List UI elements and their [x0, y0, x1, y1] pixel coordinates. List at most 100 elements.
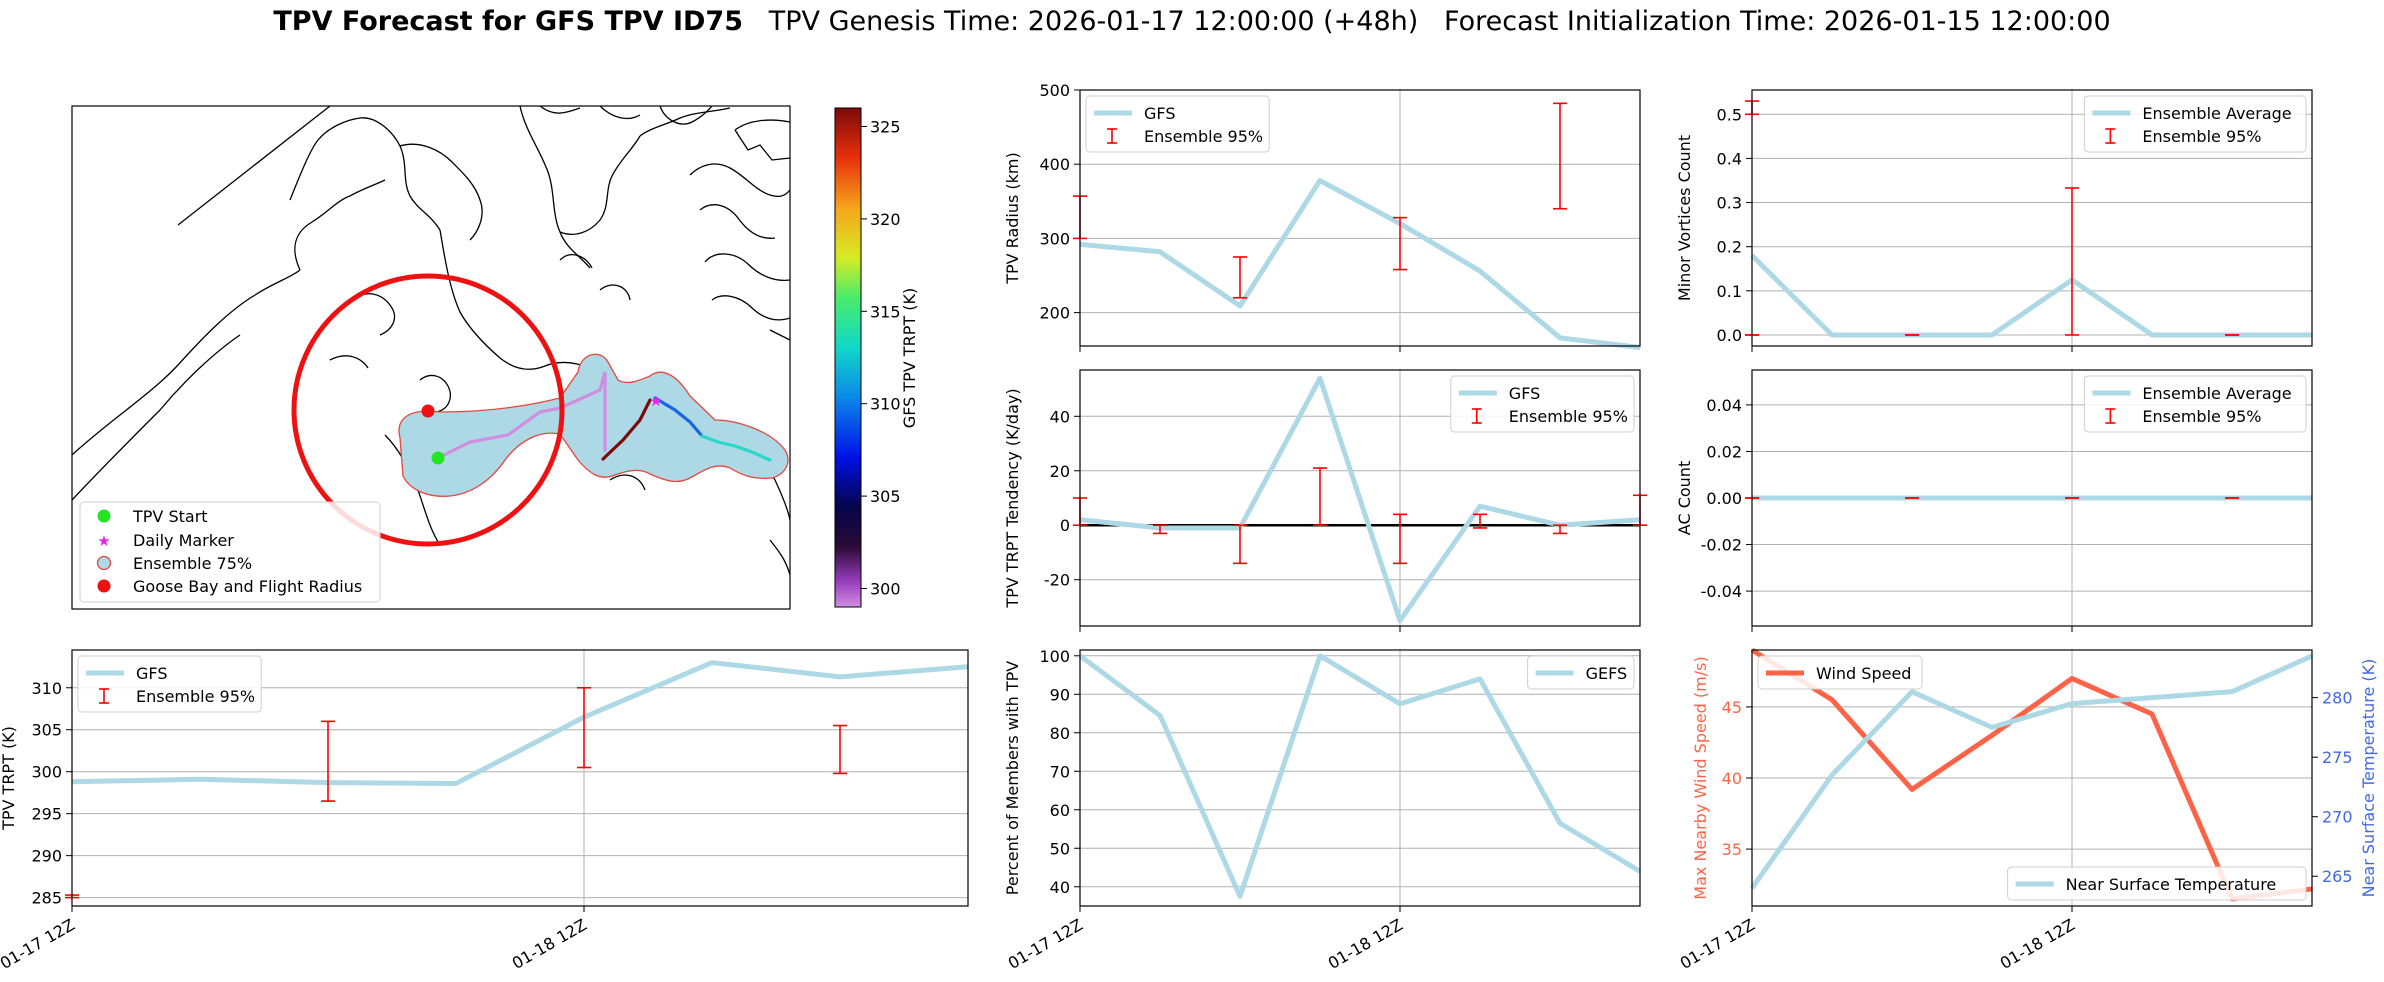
- data-point: [711, 661, 713, 664]
- y-tick-label: 0.2: [1717, 238, 1742, 257]
- chart-legend-box: [1757, 655, 1923, 690]
- data-point: [1239, 305, 1241, 307]
- chart-legend-box: [2083, 95, 2307, 153]
- series-line: [1079, 178, 1641, 350]
- data-point: [1479, 678, 1481, 680]
- data-point: [1399, 619, 1401, 622]
- data-point: [1991, 726, 1993, 729]
- y-tick-label: 285: [31, 889, 62, 908]
- data-point: [1559, 822, 1561, 825]
- y-tick-label: 0.1: [1717, 282, 1742, 301]
- data-point: [2151, 334, 2153, 336]
- plot-frame: [1079, 649, 1641, 907]
- chart-legend-box: [1085, 95, 1270, 153]
- colorbar-gradient: [834, 107, 862, 608]
- tpv-start-marker: [431, 451, 445, 465]
- legend-daily-icon: ★: [97, 532, 110, 550]
- legend-label: GEFS: [1586, 664, 1628, 683]
- x-tick-label: 01-17 12Z: [1677, 915, 1758, 973]
- y-right-axis-label: Near Surface Temperature (K): [2359, 659, 2378, 898]
- data-point: [1239, 895, 1241, 898]
- plot-frame: [1079, 369, 1641, 627]
- series-line: [1078, 653, 1642, 899]
- y-tick-label: 295: [31, 805, 62, 824]
- y-tick-label: 200: [1039, 304, 1070, 323]
- y-tick-label: 305: [31, 721, 62, 740]
- chart-legend-box: [77, 655, 262, 713]
- data-point: [1991, 334, 1993, 336]
- chart-legend: Near Surface Temperature: [2007, 866, 2307, 901]
- y-axis-label: Percent of Members with TPV: [1003, 661, 1022, 895]
- ac-count-panel: -0.04 -0.02 0.00 0.02 0.04 AC Count Ensemble A…: [1675, 369, 2313, 632]
- data-point: [1831, 774, 1833, 776]
- x-tick-label: 01-18 12Z: [1997, 915, 2078, 973]
- data-point: [1319, 654, 1321, 657]
- x-tick-label: 01-18 12Z: [509, 915, 590, 973]
- y-right-tick-label: 265: [2322, 867, 2353, 886]
- map-frame: [71, 105, 791, 610]
- y-tick-label: 310: [31, 679, 62, 698]
- data-point: [1159, 714, 1161, 717]
- data-point: [1639, 346, 1641, 349]
- y-tick-label: -0.02: [1701, 536, 1742, 555]
- data-point: [1991, 734, 1993, 737]
- chart-legend-box: [2083, 375, 2307, 433]
- y-right-tick-label: 270: [2322, 808, 2353, 827]
- data-point: [2151, 696, 2153, 699]
- members-panel: 40 50 60 70 80 90 100 01-17 12Z 01-18 12Z Percent…: [1003, 647, 1642, 973]
- minor-vortices-panel: 0.0 0.1 0.2 0.3 0.4 0.5 Minor Vortices Count En…: [1675, 89, 2313, 352]
- data-point: [455, 782, 457, 785]
- legend-label: Wind Speed: [1816, 664, 1911, 683]
- y-tick-label: 35: [1722, 840, 1742, 859]
- series-line: [1750, 253, 2312, 338]
- data-point: [1479, 270, 1481, 272]
- y-right-tick-label: 280: [2322, 689, 2353, 708]
- y-tick-label: 40: [1050, 878, 1070, 897]
- map-coastlines: [72, 106, 790, 576]
- y-tick-label: 50: [1050, 839, 1070, 858]
- chart-legend: Ensemble Average Ensemble 95%: [2083, 95, 2307, 153]
- data-point: [2151, 497, 2153, 499]
- daily-marker-star: ★: [649, 392, 662, 410]
- legend-label: Ensemble Average: [2142, 384, 2291, 403]
- y-tick-label: 60: [1050, 801, 1070, 820]
- legend-label: GFS: [1509, 384, 1540, 403]
- map-panel: ★ TPV Start ★ Daily Marker Ensemble 75% …: [71, 105, 919, 610]
- colorbar-tick-label: 305: [870, 487, 901, 506]
- y-tick-label: 0.0: [1717, 326, 1742, 345]
- legend-label: Ensemble 95%: [2142, 407, 2261, 426]
- wind-temperature-panel: 35 40 45 01-17 12Z 01-18 12Z Max Nearby Wind …: [1677, 647, 2378, 973]
- data-point: [1831, 698, 1833, 701]
- y-tick-label: 300: [1039, 229, 1070, 248]
- y-axis-label: TPV TRPT (K): [0, 726, 18, 831]
- data-point: [199, 778, 201, 781]
- page-title-rest: TPV Genesis Time: 2026-01-17 12:00:00 (+…: [743, 6, 2111, 37]
- series-line: [1749, 653, 2314, 890]
- y-tick-label: 20: [1050, 462, 1070, 481]
- y-tick-label: -0.04: [1701, 582, 1742, 601]
- plot-frame: [71, 649, 969, 907]
- chart-legend: Wind Speed: [1757, 655, 1923, 690]
- data-point: [2071, 677, 2073, 680]
- legend-ensemble-icon: [96, 555, 112, 571]
- plot-background: [1080, 650, 1640, 906]
- y-tick-label: 500: [1039, 81, 1070, 100]
- data-point: [1319, 377, 1321, 379]
- data-point: [839, 676, 841, 678]
- legend-ensemble-label: Ensemble 75%: [133, 554, 252, 573]
- data-point: [1479, 505, 1481, 507]
- legend-daily-label: Daily Marker: [133, 531, 234, 550]
- y-tick-label: 0.5: [1717, 105, 1742, 124]
- colorbar-tick-label: 325: [870, 117, 901, 136]
- page-title: TPV Forecast for GFS TPV ID75 TPV Genesi…: [0, 6, 2384, 37]
- y-right-tick-label: 275: [2322, 748, 2353, 767]
- data-point: [1319, 179, 1321, 182]
- y-tick-label: 90: [1050, 685, 1070, 704]
- y-axis-label: Max Nearby Wind Speed (m/s): [1691, 656, 1710, 899]
- series-line: [71, 660, 969, 786]
- track-segment: [700, 434, 772, 462]
- legend-label: Near Surface Temperature: [2066, 875, 2277, 894]
- legend-label: Ensemble 95%: [136, 687, 255, 706]
- data-point: [1559, 337, 1561, 339]
- flight-radius-circle: [291, 273, 565, 547]
